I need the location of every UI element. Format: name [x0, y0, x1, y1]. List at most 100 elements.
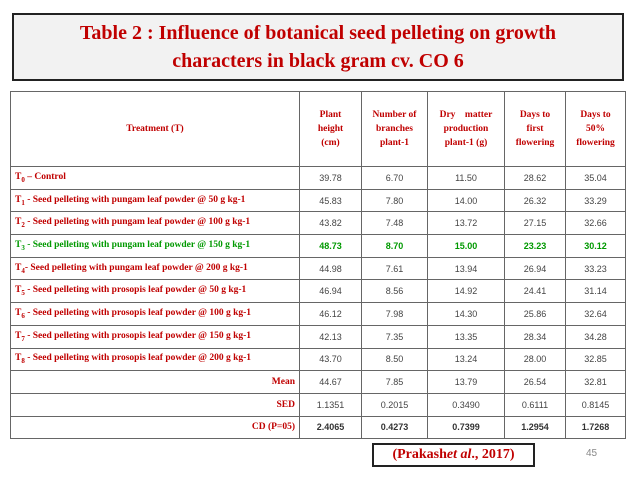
stat-value-cell: 1.7268	[565, 415, 626, 440]
treatment-prefix: T	[15, 330, 22, 341]
value-cell: 7.35	[361, 324, 428, 349]
value-cell: 34.28	[565, 324, 626, 349]
header-dry-matter-l3: plant-1 (g)	[444, 138, 488, 148]
stat-value-cell: 0.2015	[361, 392, 428, 417]
treatment-prefix: T	[15, 353, 22, 364]
header-branches-l3: plant-1	[379, 138, 410, 148]
value-cell: 32.64	[565, 302, 626, 326]
header-days-50-l3: flowering	[576, 138, 615, 148]
treatment-cell: T4- Seed pelleting with pungam leaf powd…	[10, 256, 300, 281]
value-cell: 42.13	[299, 324, 362, 349]
value-cell: 28.00	[504, 347, 566, 372]
stat-row: CD (P=05) 2.4065 0.4273 0.7399 1.2954 1.7268	[10, 415, 626, 440]
treatment-subscript: 1	[21, 198, 25, 207]
table-row: T5 - Seed pelleting with prosopis leaf p…	[10, 279, 626, 304]
stat-value-cell: 32.81	[565, 370, 626, 394]
table-row: T3 - Seed pelleting with pungam leaf pow…	[10, 234, 626, 258]
treatment-name: – Control	[24, 171, 66, 182]
value-cell: 8.50	[361, 347, 428, 372]
title-line-1: Table 2 : Influence of botanical seed pe…	[79, 22, 557, 44]
treatment-cell: T6 - Seed pelleting with prosopis leaf p…	[10, 302, 300, 326]
header-days-first: Days to first flowering	[504, 91, 566, 167]
value-cell: 28.62	[504, 166, 566, 190]
value-cell: 7.80	[361, 188, 428, 213]
treatment-subscript: 2	[21, 221, 25, 230]
table-header-row: Treatment (T) Plant height (cm) Number o…	[10, 91, 626, 167]
stat-row: SED 1.1351 0.2015 0.3490 0.6111 0.8145	[10, 392, 626, 417]
value-cell: 39.78	[299, 166, 362, 190]
header-branches-l2: branches	[376, 124, 413, 134]
stat-row: Mean 44.67 7.85 13.79 26.54 32.81	[10, 370, 626, 394]
citation-pre: (Prakash	[392, 447, 447, 462]
value-cell: 7.98	[361, 302, 428, 326]
stat-value-cell: 0.7399	[427, 415, 505, 440]
table-row: T4- Seed pelleting with pungam leaf powd…	[10, 256, 626, 281]
value-cell: 14.92	[427, 279, 505, 304]
value-cell: 45.83	[299, 188, 362, 213]
treatment-subscript: 3	[21, 243, 25, 252]
treatment-prefix: T	[15, 217, 22, 228]
stat-value-cell: 0.3490	[427, 392, 505, 417]
header-plant-height-l2: height	[317, 124, 344, 134]
table-row: T1 - Seed pelleting with pungam leaf pow…	[10, 188, 626, 213]
citation-em: et al	[446, 447, 472, 462]
value-cell: 27.15	[504, 211, 566, 236]
header-dry-matter-l2: production	[443, 124, 489, 134]
value-cell: 43.82	[299, 211, 362, 236]
value-cell: 8.56	[361, 279, 428, 304]
value-cell: 13.24	[427, 347, 505, 372]
stat-value-cell: 1.1351	[299, 392, 362, 417]
value-cell: 14.00	[427, 188, 505, 213]
header-days-first-l1: Days to	[519, 110, 551, 120]
treatment-prefix: T	[15, 171, 22, 182]
value-cell: 14.30	[427, 302, 505, 326]
treatment-subscript: 7	[21, 334, 25, 343]
treatment-cell: T0 – Control	[10, 166, 300, 190]
treatment-cell: T3 - Seed pelleting with pungam leaf pow…	[10, 234, 300, 258]
stat-value-cell: 2.4065	[299, 415, 362, 440]
growth-table: Treatment (T) Plant height (cm) Number o…	[10, 91, 626, 440]
treatment-name: - Seed pelleting with prosopis leaf powd…	[24, 353, 252, 364]
stat-value-cell: 1.2954	[504, 415, 566, 440]
value-cell: 24.41	[504, 279, 566, 304]
treatment-subscript: 5	[21, 289, 25, 298]
header-plant-height: Plant height (cm)	[299, 91, 362, 167]
treatment-cell: T7 - Seed pelleting with prosopis leaf p…	[10, 324, 300, 349]
value-cell: 28.34	[504, 324, 566, 349]
value-cell: 11.50	[427, 166, 505, 190]
treatment-cell: T2 - Seed pelleting with pungam leaf pow…	[10, 211, 300, 236]
treatment-cell: T5 - Seed pelleting with prosopis leaf p…	[10, 279, 300, 304]
stat-label: Mean	[10, 370, 300, 394]
value-cell: 32.66	[565, 211, 626, 236]
treatment-name: - Seed pelleting with pungam leaf powder…	[24, 217, 251, 228]
header-dry-matter-l1: Dry matter	[439, 110, 493, 120]
table-row: T2 - Seed pelleting with pungam leaf pow…	[10, 211, 626, 236]
stat-value-cell: 0.4273	[361, 415, 428, 440]
value-cell: 26.94	[504, 256, 566, 281]
value-cell: 7.48	[361, 211, 428, 236]
table-body: T0 – Control 39.78 6.70 11.50 28.62 35.04 T1 -…	[10, 166, 626, 440]
value-cell: 31.14	[565, 279, 626, 304]
stat-value-cell: 13.79	[427, 370, 505, 394]
header-days-50-l2: 50%	[586, 124, 605, 134]
value-cell: 26.32	[504, 188, 566, 213]
treatment-subscript: 4	[21, 266, 25, 275]
value-cell: 15.00	[427, 234, 505, 258]
value-cell: 35.04	[565, 166, 626, 190]
treatment-prefix: T	[15, 194, 22, 205]
value-cell: 25.86	[504, 302, 566, 326]
stat-label: CD (P=05)	[10, 415, 300, 440]
header-branches: Number of branches plant-1	[361, 91, 428, 167]
header-treatment: Treatment (T)	[10, 91, 300, 167]
value-cell: 33.29	[565, 188, 626, 213]
treatment-name: - Seed pelleting with prosopis leaf powd…	[24, 330, 252, 341]
treatment-prefix: T	[15, 308, 22, 319]
value-cell: 6.70	[361, 166, 428, 190]
value-cell: 43.70	[299, 347, 362, 372]
treatment-subscript: 6	[21, 311, 25, 320]
stat-label: SED	[10, 392, 300, 417]
treatment-cell: T8 - Seed pelleting with prosopis leaf p…	[10, 347, 300, 372]
value-cell: 44.98	[299, 256, 362, 281]
stat-value-cell: 7.85	[361, 370, 428, 394]
value-cell: 46.94	[299, 279, 362, 304]
